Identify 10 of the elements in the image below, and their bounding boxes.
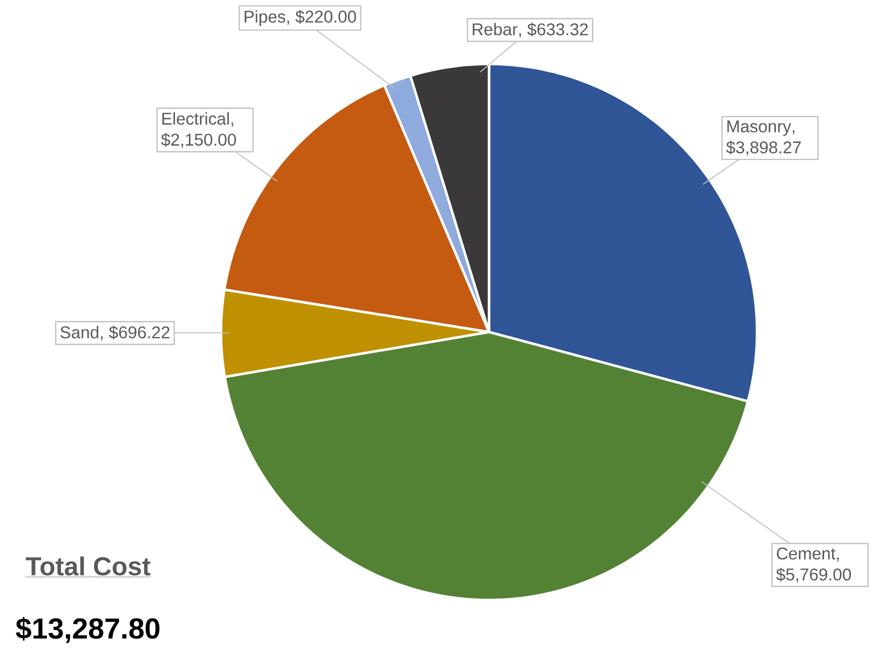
data-label: , $633.32 bbox=[519, 22, 588, 38]
slice-label: Rebar bbox=[472, 22, 518, 36]
text: Total Cost bbox=[26, 556, 150, 576]
data-label: , $220.00 bbox=[287, 10, 356, 25]
slice-label: Pipes bbox=[244, 10, 286, 26]
text: $13,287.80 bbox=[16, 616, 160, 643]
slice-label: Electrical bbox=[162, 112, 229, 125]
slice-label: Cement bbox=[776, 547, 836, 560]
data-label: , $696.22 bbox=[100, 326, 170, 340]
slice-label: Sand bbox=[60, 326, 98, 338]
